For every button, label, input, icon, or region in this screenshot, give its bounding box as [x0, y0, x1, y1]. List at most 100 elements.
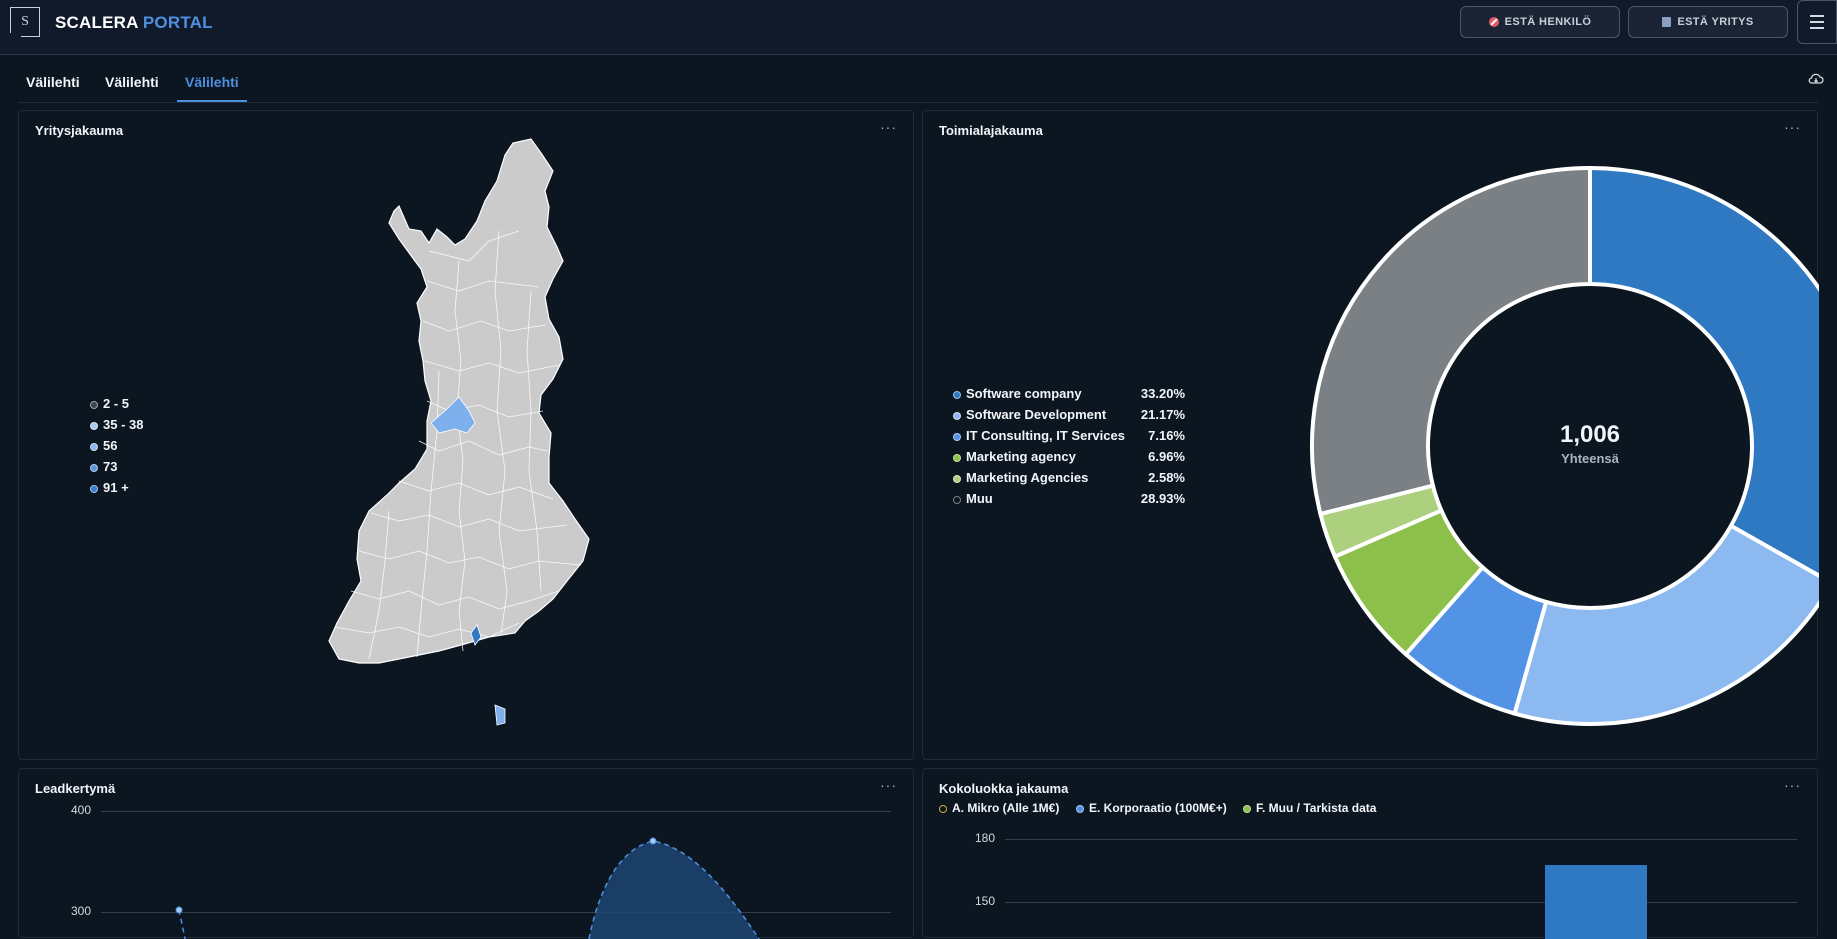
- donut-total-label: Yhteensä: [1561, 451, 1619, 466]
- more-options-icon[interactable]: ···: [1784, 777, 1801, 793]
- pie-legend-percent: 2.58%: [1148, 470, 1185, 485]
- brand-name: SCALERA PORTAL: [55, 13, 213, 33]
- legend-dot: [90, 421, 98, 430]
- map-legend-item[interactable]: 91 +: [90, 480, 129, 495]
- map-legend-label: 35 - 38: [103, 417, 144, 432]
- logo-icon[interactable]: S: [9, 7, 40, 39]
- card-title: Toimialajakauma: [939, 123, 1043, 138]
- region-highlight-large: [430, 396, 476, 434]
- gridline: [101, 912, 891, 913]
- tab-1[interactable]: Välilehti 1: [26, 74, 80, 130]
- map-legend-label: 2 - 5: [103, 396, 130, 411]
- pie-legend-percent: 33.20%: [1140, 386, 1185, 401]
- block-person-button[interactable]: ESTÄ HENKILÖ: [1460, 6, 1620, 38]
- pie-legend-label: Marketing Agencies: [966, 470, 1089, 485]
- pie-legend-percent: 7.16%: [1148, 428, 1185, 443]
- legend-dot: [90, 400, 98, 409]
- map-legend-label: 91 +: [103, 480, 129, 495]
- pie-legend-label: IT Consulting, IT Services: [966, 428, 1125, 443]
- legend-dot: [953, 495, 961, 504]
- legend-dot: [1243, 804, 1251, 813]
- data-point: [175, 906, 183, 914]
- legend-dot: [90, 463, 98, 472]
- map-legend-label: 73: [103, 459, 118, 474]
- pie-legend-percent: 6.96%: [1148, 449, 1185, 464]
- bar-korporaatio[interactable]: [1545, 865, 1647, 939]
- donut-slice[interactable]: [1310, 165, 1592, 517]
- bar-legend-label: A. Mikro (Alle 1M€): [952, 801, 1060, 815]
- map-legend-item[interactable]: 2 - 5: [90, 396, 129, 411]
- more-options-icon[interactable]: ···: [1784, 119, 1801, 135]
- hamburger-icon-line: [1810, 15, 1824, 17]
- region-highlight-small-2: [494, 704, 506, 726]
- map-legend-label: 56: [103, 438, 118, 453]
- bar-legend-label: E. Korporaatio (100M€+): [1089, 801, 1227, 815]
- more-options-icon[interactable]: ···: [880, 777, 897, 793]
- card-title: Leadkertymä: [35, 781, 116, 796]
- y-tick-label: 400: [70, 803, 91, 817]
- municipality-borders: [334, 230, 582, 660]
- legend-dot: [939, 804, 947, 813]
- cloud-download-icon[interactable]: [1808, 72, 1824, 86]
- tab-2[interactable]: Välilehti 2: [105, 74, 159, 130]
- donut-chart[interactable]: [923, 111, 1819, 761]
- gridline: [1005, 839, 1797, 840]
- top-bar: S SCALERA PORTAL ESTÄ HENKILÖ ESTÄ YRITY…: [0, 0, 1837, 55]
- map-legend-item[interactable]: 73: [90, 459, 117, 474]
- pie-legend-item[interactable]: Software Development 21.17%: [953, 407, 1185, 422]
- bar-legend-item[interactable]: E. Korporaatio (100M€+): [1076, 801, 1227, 815]
- legend-dot: [953, 474, 961, 483]
- pie-legend-percent: 21.17%: [1140, 407, 1185, 422]
- brand-part2: PORTAL: [142, 13, 213, 32]
- pie-legend-item[interactable]: IT Consulting, IT Services 7.16%: [953, 428, 1185, 443]
- bar-legend-label: F. Muu / Tarkista data: [1256, 801, 1377, 815]
- hamburger-icon-line: [1810, 21, 1824, 23]
- region-highlight-small-1: [470, 624, 482, 646]
- area-line: [588, 840, 760, 939]
- legend-dot: [953, 411, 961, 420]
- legend-dot: [953, 432, 961, 441]
- hamburger-menu-button[interactable]: [1797, 0, 1837, 44]
- bar-legend-item[interactable]: A. Mikro (Alle 1M€): [939, 801, 1059, 815]
- block-company-button[interactable]: ESTÄ YRITYS: [1628, 6, 1788, 38]
- pie-legend-label: Software Development: [966, 407, 1107, 422]
- block-person-label: ESTÄ HENKILÖ: [1504, 16, 1592, 28]
- industry-distribution-card: Toimialajakauma ··· Software company 33.2…: [922, 110, 1819, 761]
- lead-accumulation-card: Leadkertymä ··· 400 300: [18, 768, 915, 939]
- data-point: [649, 837, 657, 845]
- donut-slice[interactable]: [1588, 165, 1819, 583]
- bar-legend-item[interactable]: F. Muu / Tarkista data: [1243, 801, 1376, 815]
- pie-legend-item[interactable]: Muu 28.93%: [953, 491, 1185, 506]
- tabs-divider: [18, 102, 1818, 103]
- more-options-icon[interactable]: ···: [880, 119, 897, 135]
- donut-slice[interactable]: [1512, 523, 1819, 726]
- tab-3[interactable]: Välilehti 3: [177, 62, 247, 130]
- company-distribution-card: Yritysjakauma ··· 2 - 5 35 - 38 56 73 91…: [18, 110, 914, 760]
- logo-letter: S: [21, 14, 29, 29]
- area-fill: [589, 841, 759, 939]
- pie-legend-label: Software company: [966, 386, 1082, 401]
- pie-legend-item[interactable]: Marketing agency 6.96%: [953, 449, 1185, 464]
- map-legend-item[interactable]: 56: [90, 438, 117, 453]
- y-tick-label: 300: [70, 904, 91, 918]
- brand-part1: SCALERA: [55, 13, 138, 32]
- size-class-card: Kokoluokka jakauma ··· A. Mikro (Alle 1M…: [922, 768, 1818, 939]
- card-title: Yritysjakauma: [35, 123, 124, 138]
- finland-map[interactable]: [19, 111, 915, 761]
- ban-icon: [1488, 17, 1499, 27]
- hamburger-icon-line: [1810, 27, 1824, 29]
- block-company-label: ESTÄ YRITYS: [1677, 16, 1754, 28]
- lead-area-chart[interactable]: [19, 769, 915, 939]
- map-legend-item[interactable]: 35 - 38: [90, 417, 143, 432]
- pie-legend-label: Muu: [966, 491, 993, 506]
- legend-dot: [1076, 804, 1084, 813]
- legend-dot: [953, 390, 961, 399]
- gridline: [1005, 902, 1797, 903]
- pie-legend-label: Marketing agency: [966, 449, 1076, 464]
- pie-legend-item[interactable]: Marketing Agencies 2.58%: [953, 470, 1185, 485]
- pie-legend-item[interactable]: Software company 33.20%: [953, 386, 1185, 401]
- y-tick-label: 150: [974, 894, 995, 908]
- card-title: Kokoluokka jakauma: [939, 781, 1069, 796]
- legend-dot: [90, 442, 98, 451]
- legend-dot: [953, 453, 961, 462]
